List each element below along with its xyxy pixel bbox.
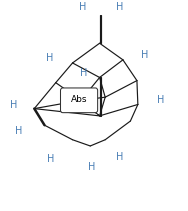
FancyBboxPatch shape: [61, 88, 98, 113]
Text: H: H: [157, 95, 164, 105]
Text: H: H: [79, 1, 86, 12]
Text: H: H: [45, 53, 53, 63]
Text: H: H: [141, 50, 148, 60]
Text: H: H: [88, 162, 96, 172]
Text: H: H: [47, 154, 54, 164]
Text: Abs: Abs: [71, 95, 87, 104]
Text: H: H: [80, 68, 87, 78]
Text: H: H: [116, 152, 124, 162]
Text: H: H: [116, 1, 124, 12]
Text: H: H: [10, 100, 17, 110]
Text: H: H: [15, 126, 22, 136]
